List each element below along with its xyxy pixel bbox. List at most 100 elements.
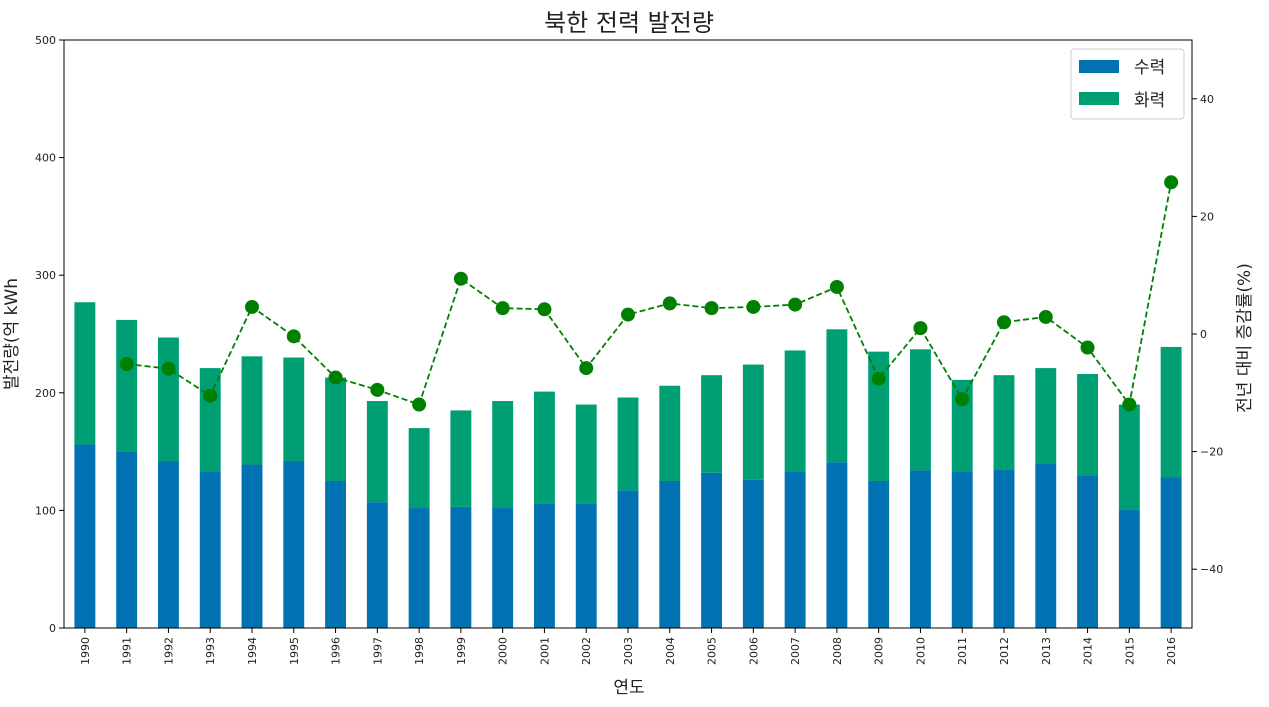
x-tick-label-2010: 2010: [914, 637, 927, 665]
x-tick-label-2004: 2004: [664, 637, 677, 665]
bar-thermal-2001: [534, 391, 555, 504]
bar-hydro-1996: [325, 481, 346, 628]
growth-point-1995: [286, 329, 301, 344]
y-axis-title: 발전량(억 kWh: [2, 278, 22, 390]
growth-point-2015: [1122, 397, 1137, 412]
bar-thermal-2006: [742, 364, 764, 480]
bar-thermal-1993: [199, 368, 221, 472]
y2-tick-label-20: 20: [1200, 210, 1214, 223]
bar-thermal-2003: [617, 397, 639, 491]
x-tick-label-2000: 2000: [497, 637, 510, 665]
growth-point-2014: [1080, 340, 1095, 355]
y-tick-label-0: 0: [49, 622, 56, 635]
growth-point-2013: [1038, 309, 1053, 324]
bar-hydro-2006: [742, 479, 764, 628]
bar-thermal-1995: [283, 357, 305, 462]
growth-point-2009: [871, 371, 886, 386]
y-tick-label-500: 500: [35, 34, 56, 47]
x-tick-label-2016: 2016: [1165, 637, 1178, 665]
y-tick-label-300: 300: [35, 269, 56, 282]
x-tick-label-2009: 2009: [873, 637, 886, 665]
growth-line-layer: [119, 175, 1179, 412]
bar-thermal-2005: [701, 375, 722, 473]
y2-tick-label--20: −20: [1200, 446, 1223, 459]
bar-thermal-2012: [993, 375, 1015, 470]
growth-point-2004: [662, 296, 677, 311]
bar-hydro-1990: [74, 444, 96, 628]
bar-hydro-2004: [659, 481, 681, 628]
growth-point-1991: [119, 356, 134, 371]
x-tick-label-2014: 2014: [1082, 637, 1095, 665]
y-tick-label-400: 400: [35, 152, 56, 165]
bar-thermal-1998: [408, 428, 430, 509]
bar-thermal-2002: [575, 404, 597, 504]
bar-hydro-1994: [241, 464, 263, 628]
legend-label-hydro: 수력: [1134, 58, 1165, 78]
bar-thermal-2013: [1035, 368, 1057, 464]
legend-label-thermal: 화력: [1134, 91, 1165, 111]
bar-hydro-1991: [116, 451, 138, 628]
x-tick-label-1994: 1994: [246, 637, 259, 665]
bar-hydro-2012: [993, 469, 1015, 628]
right-y-axis: −40 −20 0 20 40: [1192, 93, 1223, 576]
bar-hydro-2008: [826, 462, 848, 628]
x-tick-label-2006: 2006: [747, 637, 760, 665]
x-tick-label-1999: 1999: [455, 637, 468, 665]
bar-hydro-2002: [575, 503, 597, 628]
bar-hydro-2005: [701, 472, 722, 628]
y2-tick-label-0: 0: [1200, 328, 1207, 341]
bar-thermal-2009: [868, 351, 890, 481]
growth-point-2002: [579, 361, 594, 376]
growth-point-1992: [161, 361, 176, 376]
x-tick-label-2012: 2012: [998, 637, 1011, 665]
growth-point-2016: [1164, 175, 1179, 190]
legend-swatch-hydro: [1079, 60, 1119, 73]
y2-axis-title: 전년 대비 증감률(%): [1235, 263, 1255, 413]
growth-point-2008: [829, 279, 844, 294]
x-tick-label-1995: 1995: [288, 637, 301, 665]
bar-hydro-2016: [1160, 477, 1182, 628]
bar-thermal-2014: [1077, 373, 1098, 476]
x-axis-title: 연도: [613, 678, 644, 698]
bar-hydro-1995: [283, 461, 305, 628]
bar-hydro-1998: [408, 508, 430, 628]
growth-point-1993: [203, 388, 218, 403]
bar-thermal-2015: [1118, 404, 1140, 510]
legend: 수력 화력: [1070, 48, 1185, 120]
chart-title: 북한 전력 발전량: [544, 9, 714, 37]
x-tick-label-1991: 1991: [121, 637, 134, 665]
y-tick-label-100: 100: [35, 504, 56, 517]
x-tick-label-1996: 1996: [330, 637, 343, 665]
bar-thermal-2016: [1160, 346, 1182, 478]
bar-hydro-2009: [868, 481, 890, 628]
bars-layer: [74, 302, 1182, 628]
growth-point-2006: [746, 299, 761, 314]
bar-thermal-1994: [241, 356, 263, 465]
bar-thermal-2010: [910, 349, 931, 471]
x-axis: 1990 1991 1992 1993 1994 1995 1996 1997 1998 1999…: [79, 628, 1178, 665]
growth-point-2003: [621, 307, 635, 322]
x-tick-label-2001: 2001: [538, 637, 551, 665]
x-tick-label-2008: 2008: [831, 637, 844, 665]
growth-point-2000: [495, 301, 510, 316]
bar-hydro-1993: [199, 471, 221, 628]
bar-hydro-2011: [951, 471, 973, 628]
growth-point-2005: [704, 301, 719, 316]
y2-tick-label--40: −40: [1200, 563, 1223, 576]
bar-hydro-2000: [492, 508, 514, 628]
growth-point-2012: [997, 315, 1011, 330]
x-tick-label-1997: 1997: [371, 637, 384, 665]
x-tick-label-1993: 1993: [204, 637, 217, 665]
bar-thermal-1991: [116, 319, 138, 452]
bar-hydro-2013: [1035, 463, 1057, 628]
growth-point-2011: [955, 392, 970, 407]
x-tick-label-2002: 2002: [580, 637, 593, 665]
x-tick-label-2011: 2011: [956, 637, 969, 665]
y-tick-label-200: 200: [35, 387, 56, 400]
x-tick-label-2015: 2015: [1123, 637, 1136, 665]
bar-thermal-2008: [826, 329, 848, 463]
x-tick-label-2007: 2007: [789, 637, 802, 665]
bar-thermal-1992: [158, 337, 179, 462]
x-tick-label-1992: 1992: [162, 637, 175, 665]
